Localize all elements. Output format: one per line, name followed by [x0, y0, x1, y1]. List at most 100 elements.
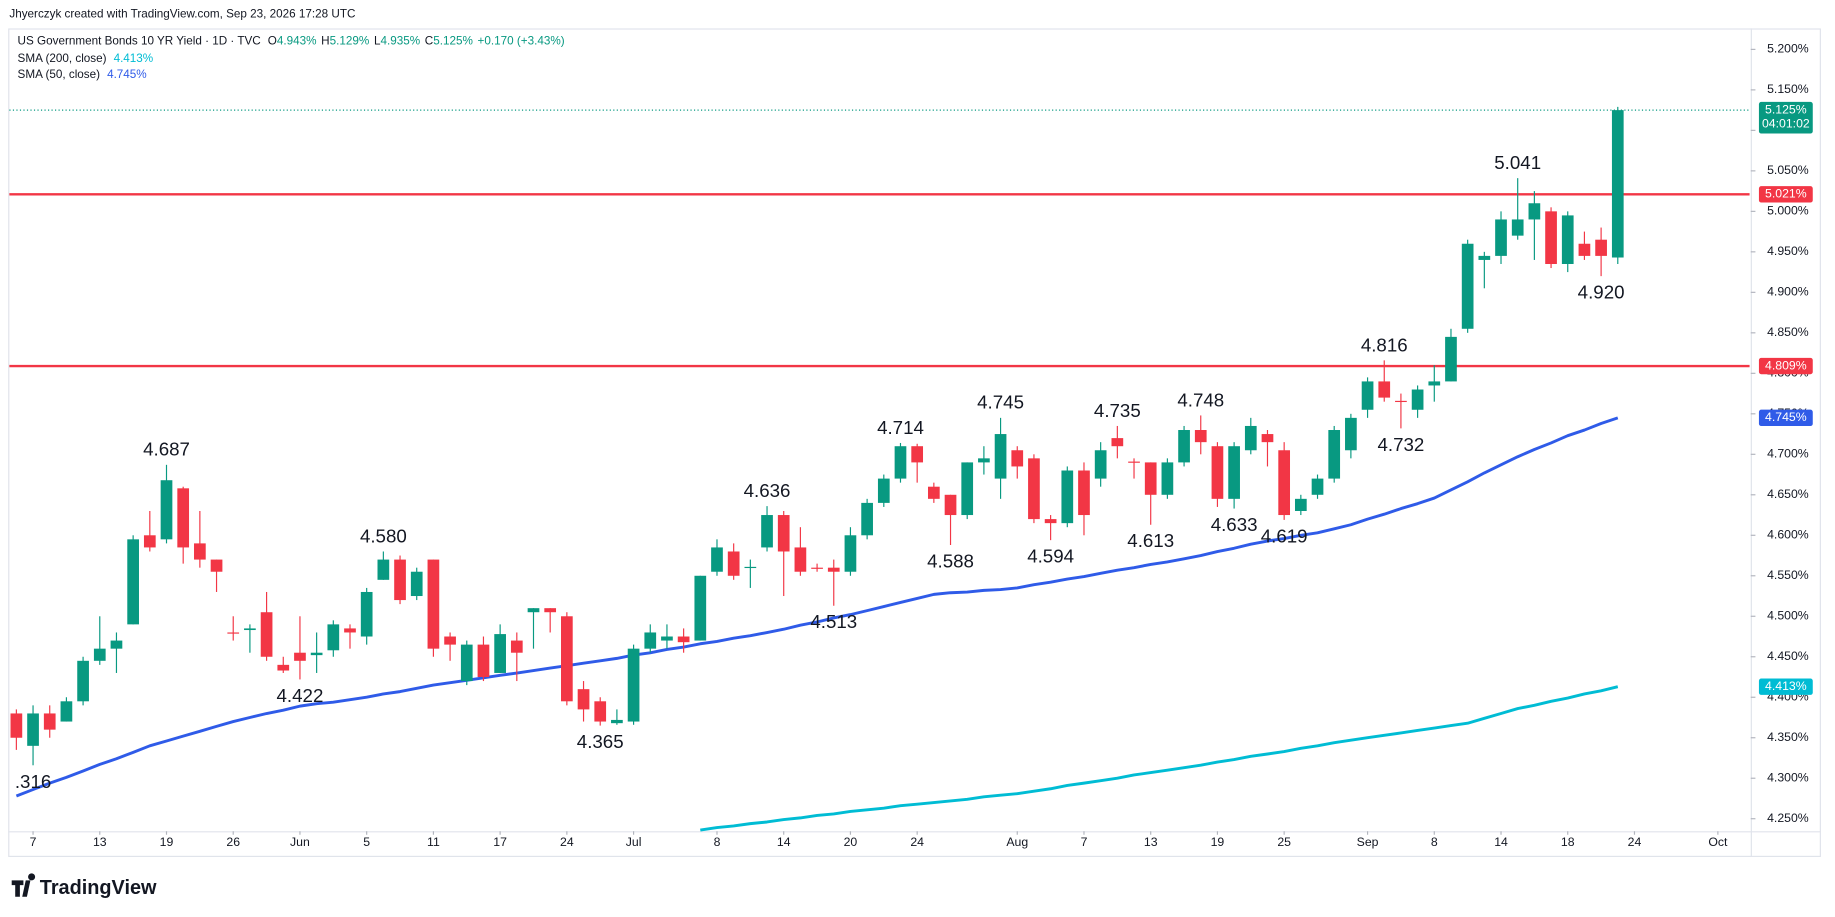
x-tick-label: 17 [493, 835, 507, 849]
level-badge [1758, 357, 1813, 375]
candle-body [1478, 255, 1491, 260]
candle-body [160, 480, 173, 540]
sma-badge [1758, 678, 1813, 695]
candle-body [227, 632, 240, 634]
candle-body [260, 612, 273, 657]
sma-name: SMA (200, close) [18, 52, 107, 65]
candle-body [1078, 470, 1090, 516]
candle-body [127, 539, 139, 625]
candle-body [294, 652, 306, 661]
level-badge-label: 4.809% [1765, 358, 1807, 372]
candle-body [1428, 381, 1441, 386]
candle-body [1194, 430, 1207, 443]
y-tick-label: 4.550% [1767, 568, 1809, 582]
candle-body [727, 551, 740, 576]
x-tick-label: Jul [626, 835, 642, 849]
candle-body [10, 713, 23, 738]
sma-line [700, 685, 1619, 832]
candle-body [360, 591, 373, 637]
y-tick-label: 5.000% [1767, 204, 1809, 218]
price-annotation: 4.816 [1361, 334, 1408, 355]
x-tick-label: Sep [1357, 835, 1379, 849]
x-tick-label: 7 [30, 835, 37, 849]
sma-value: 4.413% [114, 52, 154, 65]
y-tick-label: 4.300% [1767, 770, 1809, 784]
price-annotation: 4.365 [577, 731, 624, 752]
y-tick-label: 5.050% [1767, 163, 1809, 177]
candle-body [77, 660, 89, 702]
candle-body [110, 640, 123, 649]
x-tick-label: 24 [910, 835, 924, 849]
candle-body [827, 567, 840, 572]
y-tick-label: 5.200% [1767, 42, 1809, 56]
candle-body [711, 547, 723, 572]
price-annotation: 4.687 [143, 439, 190, 460]
candle-body [1011, 450, 1024, 467]
candle-body [861, 502, 873, 536]
candle-body [544, 608, 557, 613]
candle-body [310, 652, 323, 656]
last-price-label: 5.125% [1765, 102, 1807, 116]
price-annotation: 4.613 [1127, 530, 1174, 551]
y-tick-label: 4.350% [1767, 730, 1809, 744]
candle-body [1561, 215, 1574, 264]
price-annotation: 4.619 [1261, 525, 1308, 546]
sma-legend: SMA (200, close) 4.413% [18, 52, 154, 65]
x-tick-label: 24 [560, 835, 574, 849]
candle-body [777, 515, 790, 552]
x-tick-label: 14 [777, 835, 791, 849]
x-tick-label: 13 [93, 835, 107, 849]
candle-body [410, 571, 423, 597]
x-tick-label: 13 [1144, 835, 1158, 849]
candle-body [961, 462, 974, 516]
plot: 4.250%4.300%4.350%4.400%4.450%4.500%4.55… [9, 42, 1813, 849]
candle-body [1311, 478, 1324, 495]
level-badge-label: 5.021% [1765, 187, 1807, 201]
candle-body [194, 543, 206, 560]
candle-body [1094, 450, 1107, 479]
sma-badge-label: 4.745% [1765, 410, 1807, 424]
candle-body [577, 689, 590, 710]
y-tick-label: 4.650% [1767, 487, 1809, 501]
x-tick-label: 20 [844, 835, 858, 849]
candle-body [611, 719, 623, 724]
candle-body [844, 535, 857, 572]
candle-body [677, 636, 690, 643]
candle-body [627, 648, 640, 722]
candle-body [244, 628, 256, 631]
candle-body [477, 644, 490, 678]
candle-body [694, 575, 707, 641]
sma-value: 4.745% [107, 68, 147, 81]
sma-badge [1758, 409, 1813, 427]
candle-body [394, 559, 406, 601]
candle-body [1611, 110, 1624, 258]
candle-body [594, 701, 607, 722]
candle-body [460, 644, 473, 682]
ohlc-value: 5.129% [330, 34, 370, 47]
price-annotation: 4.594 [1027, 546, 1074, 567]
candle-body [911, 446, 924, 463]
candle-body [1061, 470, 1074, 524]
candle-body [1345, 417, 1357, 451]
x-tick-label: 19 [1211, 835, 1225, 849]
x-tick-label: 18 [1561, 835, 1575, 849]
candle-body [944, 494, 957, 516]
price-annotation: 4.580 [360, 525, 407, 546]
ohlc-value: 4.935% [380, 34, 420, 47]
ohlc-key: C [425, 34, 433, 47]
attribution: Jhyerczyk created with TradingView.com, … [9, 7, 355, 20]
candle-body [327, 624, 340, 651]
candle-body [444, 636, 456, 645]
sma-name: SMA (50, close) [18, 68, 101, 81]
y-tick-label: 4.900% [1767, 285, 1809, 299]
price-annotation: 4.745 [977, 392, 1024, 413]
price-annotation: .316 [15, 771, 51, 792]
x-tick-label: 5 [363, 835, 370, 849]
logo-text: TradingView [40, 877, 157, 899]
candle-body [1294, 498, 1307, 511]
candle-body [1228, 446, 1240, 499]
candle-body [761, 515, 773, 548]
price-annotation: 4.588 [927, 550, 974, 571]
sma-line [15, 416, 1619, 798]
